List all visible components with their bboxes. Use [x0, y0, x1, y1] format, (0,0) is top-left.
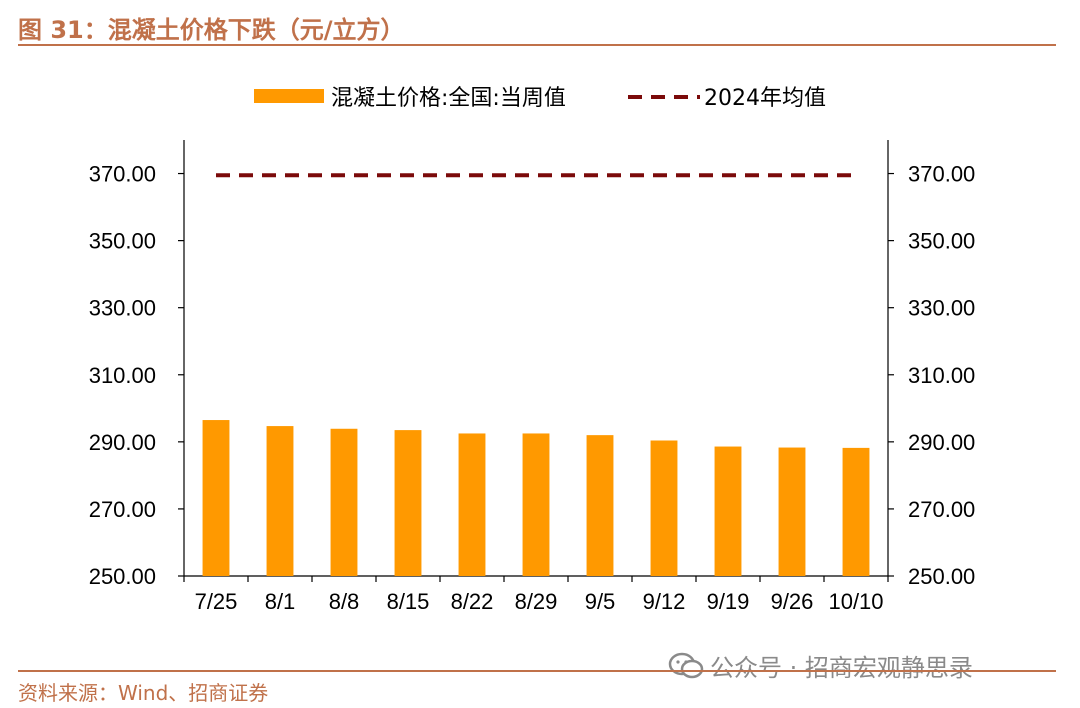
- bar: [330, 428, 358, 576]
- y-tick-label-left: 250.00: [89, 564, 156, 589]
- bar: [650, 440, 678, 576]
- tick-labels: 250.00 250.00 270.00 270.00 290.00 290.00 310.…: [89, 162, 976, 614]
- y-tick-label-left: 290.00: [89, 430, 156, 455]
- bar: [842, 447, 870, 576]
- x-tick-label: 9/5: [585, 589, 616, 614]
- x-tick-label: 8/29: [515, 589, 558, 614]
- y-tick-label-right: 330.00: [908, 296, 975, 321]
- bar: [522, 433, 550, 576]
- bar: [586, 435, 614, 576]
- legend: 混凝土价格:全国:当周值 2024年均值: [254, 86, 826, 111]
- y-tick-label-left: 270.00: [89, 497, 156, 522]
- watermark-text: 公众号 · 招商宏观静思录: [710, 654, 973, 682]
- y-tick-label-left: 350.00: [89, 229, 156, 254]
- wechat-icon: [668, 652, 704, 678]
- source-note: 资料来源：Wind、招商证券: [18, 681, 269, 705]
- x-tick-label: 9/26: [771, 589, 814, 614]
- watermark: 公众号 · 招商宏观静思录: [668, 648, 973, 683]
- bar: [202, 420, 230, 576]
- legend-label-bar: 混凝土价格:全国:当周值: [331, 86, 566, 111]
- bars: [202, 420, 870, 576]
- figure-title: 图 31：混凝土价格下跌（元/立方）: [18, 16, 405, 44]
- bar: [714, 446, 742, 576]
- y-tick-label-right: 370.00: [908, 162, 975, 187]
- x-tick-label: 10/10: [828, 589, 883, 614]
- y-tick-label-right: 350.00: [908, 229, 975, 254]
- y-tick-label-right: 250.00: [908, 564, 975, 589]
- x-tick-label: 8/1: [265, 589, 296, 614]
- x-tick-label: 9/19: [707, 589, 750, 614]
- x-tick-label: 8/8: [329, 589, 360, 614]
- x-tick-label: 9/12: [643, 589, 686, 614]
- bar: [266, 426, 294, 576]
- y-tick-label-left: 370.00: [89, 162, 156, 187]
- legend-swatch-bar: [254, 89, 324, 103]
- x-tick-label: 8/22: [451, 589, 494, 614]
- y-tick-label-left: 310.00: [89, 363, 156, 388]
- y-tick-label-right: 270.00: [908, 497, 975, 522]
- top-divider: [18, 44, 1056, 46]
- bar: [458, 433, 486, 576]
- bar: [394, 430, 422, 576]
- x-tick-label: 7/25: [195, 589, 238, 614]
- y-tick-label-right: 290.00: [908, 430, 975, 455]
- legend-label-line: 2024年均值: [704, 86, 826, 111]
- y-tick-label-right: 310.00: [908, 363, 975, 388]
- x-tick-label: 8/15: [387, 589, 430, 614]
- bottom-divider: [18, 670, 1056, 672]
- y-tick-label-left: 330.00: [89, 296, 156, 321]
- bar: [778, 447, 806, 576]
